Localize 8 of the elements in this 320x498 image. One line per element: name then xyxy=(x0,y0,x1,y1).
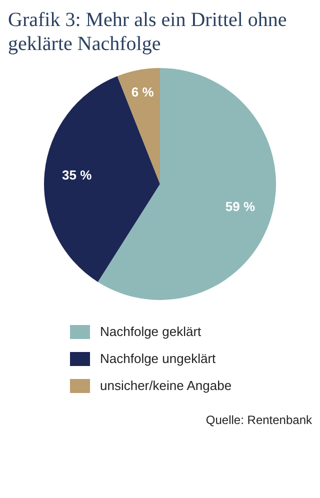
legend-label: Nachfolge geklärt xyxy=(100,324,202,339)
data-label: 6 % xyxy=(131,84,154,100)
legend-label: Nachfolge ungeklärt xyxy=(100,351,216,366)
source-note: Quelle: Rentenbank xyxy=(204,413,312,427)
data-label: 59 % xyxy=(225,198,256,214)
legend-label: unsicher/keine Angabe xyxy=(100,378,232,393)
data-label: 35 % xyxy=(62,168,92,183)
chart-title: Grafik 3: Mehr als ein Drittel ohne geklärte Nachfolge xyxy=(8,8,288,56)
